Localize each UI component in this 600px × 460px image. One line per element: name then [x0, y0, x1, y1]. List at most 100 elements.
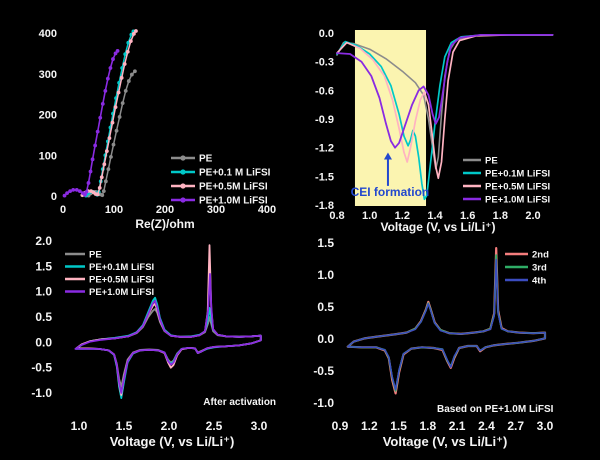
x-tick-label: 2.1	[449, 419, 466, 433]
data-marker	[133, 69, 137, 74]
legend-label: PE+1.0M LiFSI	[485, 195, 550, 206]
y-tick-label: 1.0	[35, 285, 52, 299]
legend-marker	[180, 183, 186, 189]
panel-note: After activation	[203, 397, 276, 408]
x-tick-label: 0.8	[329, 210, 344, 222]
data-marker	[104, 149, 109, 154]
x-tick-label: 0.9	[332, 419, 349, 433]
y-tick-label: -1.5	[315, 171, 334, 183]
data-marker	[126, 79, 131, 83]
data-marker	[86, 181, 91, 185]
data-marker	[115, 49, 120, 53]
data-marker	[68, 189, 73, 194]
y-tick-label: -1.0	[313, 396, 334, 410]
legend-label: PE+0.1M LiFSI	[89, 262, 154, 273]
data-marker	[114, 128, 119, 133]
legend-label: PE	[485, 156, 498, 167]
series-curve-pe	[75, 308, 262, 388]
data-marker	[101, 189, 106, 194]
y-tick-label: -0.6	[315, 85, 334, 97]
panel-note: Based on PE+1.0M LiFSI	[437, 404, 554, 415]
data-marker	[100, 193, 105, 198]
data-marker	[107, 136, 112, 141]
y-tick-label: 200	[39, 110, 57, 122]
data-marker	[123, 88, 128, 93]
legend-label: PE	[89, 250, 102, 261]
series-curve-pe-1-0m-lifsi	[63, 50, 119, 197]
cei-highlight-region	[354, 30, 427, 206]
x-tick-label: 1.0	[362, 210, 377, 222]
y-tick-label: 0.0	[35, 335, 52, 349]
y-tick-label: 1.5	[35, 259, 52, 273]
legend-label: PE+0.5M LiFSI	[89, 275, 154, 286]
data-marker	[116, 90, 121, 95]
legend-label: PE+0.1 M LiFSI	[199, 168, 271, 179]
x-tick-label: 1.2	[361, 419, 378, 433]
data-marker	[88, 169, 93, 174]
y-tick-label: -0.5	[313, 364, 334, 378]
data-marker	[117, 115, 122, 119]
y-tick-label: 1.0	[317, 268, 334, 282]
cei-arrow-head	[383, 152, 392, 160]
x-axis-label: Re(Z)/ohm	[135, 217, 194, 231]
data-marker	[84, 190, 89, 194]
data-marker	[90, 157, 95, 162]
y-tick-label: 2.0	[35, 234, 52, 248]
series-curve-2nd	[346, 247, 547, 395]
y-tick-label: -0.3	[315, 57, 334, 69]
data-marker	[134, 29, 138, 33]
x-tick-label: 200	[156, 204, 174, 216]
legend-label: 4th	[532, 276, 546, 287]
y-tick-label: -1.2	[315, 143, 334, 155]
x-axis-label: Voltage (V, vs Li/Li⁺)	[380, 220, 495, 234]
x-tick-label: 300	[207, 204, 225, 216]
data-marker	[129, 72, 134, 77]
data-marker	[103, 88, 108, 93]
legend-label: 3rd	[532, 263, 547, 274]
x-tick-label: 0	[60, 204, 66, 216]
x-tick-label: 1.4	[427, 210, 443, 222]
data-marker	[93, 143, 98, 148]
data-marker	[62, 193, 67, 198]
data-marker	[128, 39, 133, 44]
data-marker	[113, 105, 118, 110]
series-curve-pe-0-1m-lifsi	[336, 34, 554, 201]
panel-eis-nyquist: 0 100 200 300 400 0 100 200 300 400 Re(Z)/ohm PE PE+…	[39, 28, 277, 231]
data-marker	[125, 49, 130, 54]
y-tick-label: 0.5	[35, 310, 52, 324]
y-tick-label: 300	[39, 69, 57, 81]
data-marker	[111, 142, 116, 147]
series-curve-pe	[87, 70, 136, 197]
data-marker	[109, 154, 113, 159]
legend-marker	[180, 155, 186, 161]
legend-marker	[180, 197, 186, 203]
y-tick-label: 400	[39, 28, 57, 40]
data-marker	[103, 179, 108, 184]
y-tick-label: -0.9	[315, 114, 334, 126]
x-tick-label: 3.0	[537, 419, 554, 433]
data-marker	[122, 62, 127, 66]
y-tick-label: 0.0	[319, 28, 334, 40]
cei-formation-label: CEI formation	[351, 185, 430, 199]
legend-label: PE+1.0M LiFSI	[89, 287, 154, 298]
y-tick-label: 0.0	[317, 332, 334, 346]
x-tick-label: 1.0	[71, 419, 88, 433]
x-tick-label: 1.5	[390, 419, 407, 433]
x-tick-label: 2.5	[206, 419, 223, 433]
x-tick-label: 1.6	[460, 210, 475, 222]
y-tick-label: 100	[39, 150, 57, 162]
x-tick-label: 2.7	[507, 419, 524, 433]
data-marker	[119, 75, 124, 80]
data-marker	[97, 185, 102, 190]
data-marker	[111, 57, 115, 61]
x-tick-label: 100	[105, 204, 123, 216]
x-tick-label: 1.2	[395, 210, 410, 222]
legend-marker	[180, 169, 186, 175]
data-marker	[98, 115, 103, 120]
x-tick-label: 2.0	[525, 210, 540, 222]
x-axis-label: Voltage (V, vs Li/Li⁺)	[110, 434, 235, 449]
legend-label: PE	[199, 154, 213, 165]
y-tick-label: 0.5	[317, 300, 334, 314]
data-marker	[83, 192, 87, 197]
data-marker	[108, 66, 113, 70]
